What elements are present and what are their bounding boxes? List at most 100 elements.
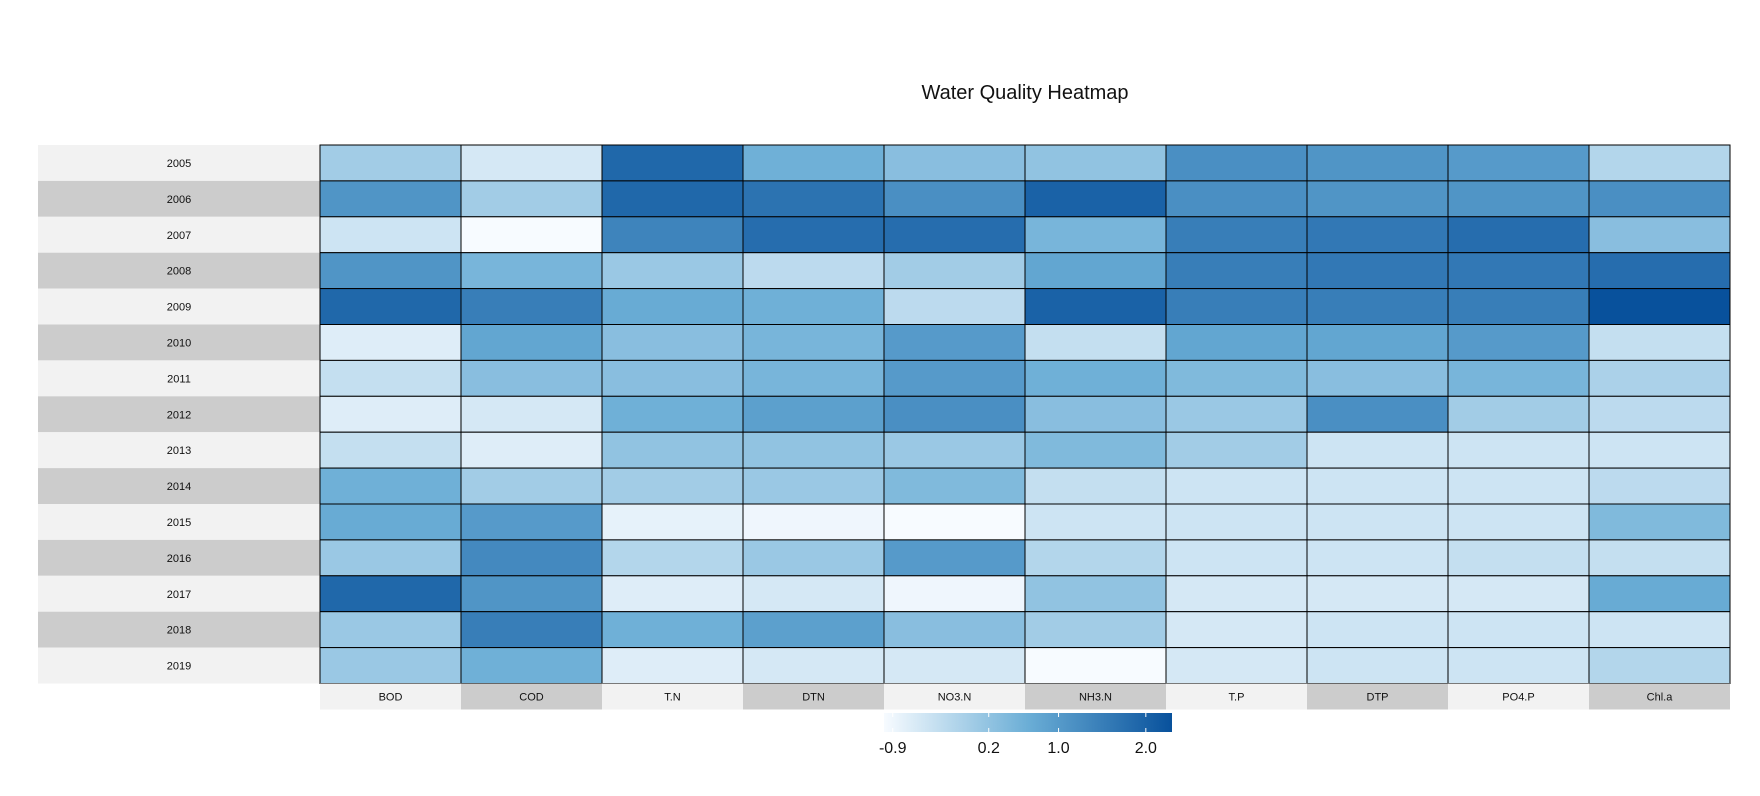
heatmap-cell [1447,395,1590,433]
heatmap-cell [1588,359,1731,397]
heatmap-cell [1588,431,1731,469]
heatmap-cell [1588,539,1731,577]
column-label: NO3.N [938,692,972,704]
heatmap-cell [319,144,462,182]
heatmap-cell [742,503,885,541]
heatmap-cell [1447,647,1590,684]
heatmap-cell [742,395,885,433]
column-label-bg [1589,683,1730,710]
row-label: 2007 [167,230,191,242]
heatmap-cell [319,611,462,649]
heatmap-cell [1024,180,1167,218]
heatmap-cell [319,503,462,541]
heatmap-cell [601,503,744,541]
heatmap-cell [1165,288,1308,326]
heatmap-cell [883,324,1026,361]
column-label-bg [1025,683,1166,710]
heatmap-cell [601,431,744,469]
heatmap-cell [742,539,885,577]
heatmap-cell [1165,395,1308,433]
heatmap-cell [1024,575,1167,613]
heatmap-cell [883,252,1026,290]
heatmap-cell [319,539,462,577]
row-label-bg [38,611,320,648]
heatmap-cell [460,575,603,613]
row-label-bg [38,288,320,325]
heatmap-cell [1588,288,1731,326]
heatmap-cell [1447,359,1590,397]
heatmap-cell [460,503,603,541]
heatmap-cell [1024,539,1167,577]
heatmap-cell [1024,395,1167,433]
heatmap-cell [1447,503,1590,541]
heatmap-cell [1165,431,1308,469]
heatmap-cell [601,467,744,505]
heatmap-cell [319,575,462,613]
row-label: 2016 [167,553,191,565]
heatmap-cell [883,359,1026,397]
heatmap-cell [319,647,462,684]
heatmap-cell [319,467,462,505]
heatmap-cell [1165,647,1308,684]
column-label: Chl.a [1647,692,1674,704]
heatmap-cell [1024,252,1167,290]
column-label-bg [461,683,602,710]
row-label-bg [38,432,320,469]
column-label-bg [602,683,743,710]
legend-tick-label: 0.2 [978,740,1000,757]
heatmap-cell [601,647,744,684]
row-label: 2017 [167,589,191,601]
heatmap-cell [601,539,744,577]
row-label: 2013 [167,445,191,457]
row-label-bg [38,180,320,217]
heatmap-cell [1165,144,1308,182]
legend-tick-label: -0.9 [879,740,907,757]
heatmap-cell [742,180,885,218]
heatmap-cell [742,324,885,361]
heatmap-cell [1447,611,1590,649]
heatmap-cell [1024,144,1167,182]
row-label-bg [38,575,320,612]
heatmap-cell [742,611,885,649]
heatmap-cell [1306,575,1449,613]
heatmap-cell [319,288,462,326]
heatmap-cell [460,252,603,290]
heatmap-cell [1588,324,1731,361]
column-label-bg [743,683,884,710]
heatmap-cell [742,431,885,469]
heatmap-cell [742,216,885,254]
heatmap-cell [1588,647,1731,684]
heatmap-cell [742,252,885,290]
heatmap-cell [1588,575,1731,613]
heatmap-cell [883,180,1026,218]
heatmap-cell [883,575,1026,613]
heatmap-cell [1306,647,1449,684]
heatmap-cell [460,431,603,469]
row-label-bg [38,145,320,181]
heatmap-cell [1165,539,1308,577]
heatmap-cell [1306,324,1449,361]
heatmap-cell [601,288,744,326]
heatmap-cell [1165,180,1308,218]
heatmap-cell [319,180,462,218]
column-label-bg [320,683,461,710]
heatmap-cell [1306,503,1449,541]
row-label: 2019 [167,661,191,673]
row-label: 2008 [167,266,191,278]
heatmap-cell [1447,539,1590,577]
heatmap-cell [1306,467,1449,505]
legend-tick-label: 2.0 [1135,740,1157,757]
heatmap-cell [1024,467,1167,505]
heatmap-cell [319,359,462,397]
heatmap-cell [460,359,603,397]
column-label: PO4.P [1502,692,1534,704]
heatmap-cell [1588,611,1731,649]
heatmap-cell [460,144,603,182]
heatmap-cell [742,359,885,397]
row-label: 2005 [167,158,191,170]
heatmap-cell [460,467,603,505]
heatmap-cell [1165,252,1308,290]
heatmap-cell [319,216,462,254]
heatmap-cell [601,611,744,649]
row-label: 2018 [167,625,191,637]
